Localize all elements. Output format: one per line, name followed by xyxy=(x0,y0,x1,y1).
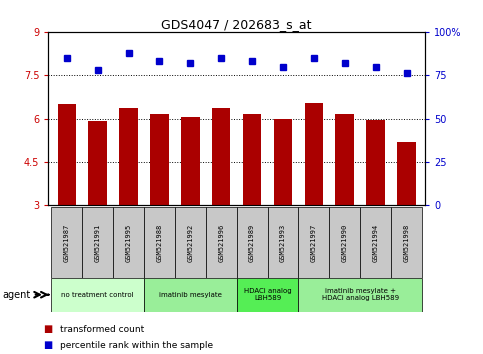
Bar xyxy=(268,207,298,278)
Bar xyxy=(119,108,138,292)
Text: imatinib mesylate +
HDACi analog LBH589: imatinib mesylate + HDACi analog LBH589 xyxy=(322,288,399,301)
Bar xyxy=(367,120,385,292)
Bar xyxy=(243,114,261,292)
Bar xyxy=(175,207,206,278)
Bar xyxy=(206,207,237,278)
Text: GSM521988: GSM521988 xyxy=(156,223,162,262)
Bar xyxy=(329,207,360,278)
Bar xyxy=(274,119,292,292)
Text: agent: agent xyxy=(2,290,30,300)
Bar xyxy=(51,207,82,278)
Text: GSM521997: GSM521997 xyxy=(311,223,317,262)
Text: GSM521996: GSM521996 xyxy=(218,223,224,262)
Text: transformed count: transformed count xyxy=(60,325,144,334)
Bar xyxy=(298,278,422,312)
Bar xyxy=(237,278,298,312)
Bar xyxy=(237,207,268,278)
Text: percentile rank within the sample: percentile rank within the sample xyxy=(60,341,213,350)
Text: GSM521989: GSM521989 xyxy=(249,223,255,262)
Bar xyxy=(51,278,144,312)
Bar xyxy=(391,207,422,278)
Bar xyxy=(113,207,144,278)
Text: GSM521994: GSM521994 xyxy=(372,223,379,262)
Bar xyxy=(144,207,175,278)
Bar xyxy=(57,104,76,292)
Text: GSM521993: GSM521993 xyxy=(280,223,286,262)
Bar xyxy=(150,114,169,292)
Bar xyxy=(212,108,230,292)
Text: GSM521991: GSM521991 xyxy=(95,223,101,262)
Text: GSM521987: GSM521987 xyxy=(64,223,70,262)
Text: ■: ■ xyxy=(43,324,53,334)
Bar xyxy=(181,117,199,292)
Bar xyxy=(305,103,323,292)
Text: imatinib mesylate: imatinib mesylate xyxy=(159,292,222,298)
Bar xyxy=(397,142,416,292)
Title: GDS4047 / 202683_s_at: GDS4047 / 202683_s_at xyxy=(161,18,312,31)
Bar xyxy=(82,207,113,278)
Bar xyxy=(88,121,107,292)
Bar xyxy=(144,278,237,312)
Bar xyxy=(360,207,391,278)
Text: no treatment control: no treatment control xyxy=(61,292,134,298)
Text: HDACi analog
LBH589: HDACi analog LBH589 xyxy=(244,288,291,301)
Text: ■: ■ xyxy=(43,340,53,350)
Bar xyxy=(336,114,354,292)
Text: GSM521992: GSM521992 xyxy=(187,223,193,262)
Text: GSM521990: GSM521990 xyxy=(342,223,348,262)
Text: GSM521995: GSM521995 xyxy=(126,223,131,262)
Bar xyxy=(298,207,329,278)
Text: GSM521998: GSM521998 xyxy=(403,223,410,262)
